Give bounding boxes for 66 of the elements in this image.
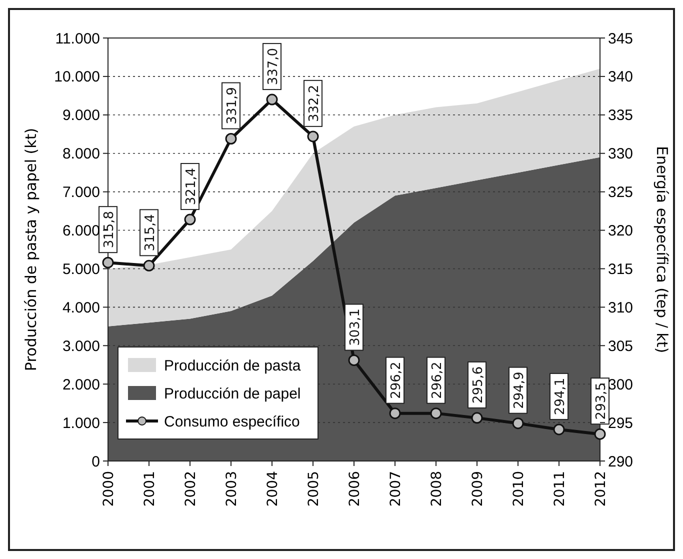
y2-tick-label: 340 — [608, 68, 634, 86]
x-tick-label: 2006 — [347, 470, 363, 507]
point — [512, 418, 524, 430]
y2-axis-title: Energía específica (tep / kt) — [653, 146, 671, 354]
point — [553, 424, 565, 436]
x-tick-label: 2002 — [183, 471, 199, 507]
point — [430, 408, 442, 420]
y2-tick-label: 345 — [608, 30, 634, 48]
point — [471, 412, 483, 424]
x-tick-label: 2009 — [470, 471, 486, 507]
x-tick-label: 2012 — [593, 471, 609, 507]
legend-label: Producción de papel — [164, 385, 301, 402]
y-tick-label: 4.000 — [62, 299, 100, 316]
y2-tick-label: 290 — [608, 453, 634, 470]
x-tick-label: 2005 — [306, 471, 322, 507]
y2-tick-label: 315 — [608, 260, 634, 278]
y-tick-label: 5.000 — [62, 260, 100, 278]
point — [307, 130, 319, 142]
data-label: 293,5 — [594, 382, 609, 420]
x-tick-label: 2008 — [429, 471, 445, 507]
y-tick-label: 3.000 — [62, 338, 100, 355]
y-tick-label: 8.000 — [62, 146, 100, 163]
y-tick-label: 9.000 — [62, 107, 100, 124]
y2-tick-label: 325 — [608, 184, 634, 202]
x-tick-label: 2011 — [552, 471, 568, 507]
legend-label: Consumo específico — [164, 413, 300, 430]
point — [348, 354, 360, 366]
y-tick-label: 11.000 — [55, 30, 100, 48]
data-label: 296,2 — [389, 362, 404, 399]
data-label: 294,9 — [512, 372, 527, 409]
data-label: 296,2 — [430, 362, 445, 399]
data-label: 321,4 — [184, 168, 199, 206]
legend-label: Producción de pasta — [164, 357, 302, 374]
y2-tick-label: 310 — [608, 299, 634, 316]
x-tick-label: 2004 — [265, 470, 281, 507]
data-label: 331,9 — [225, 87, 240, 124]
point — [225, 133, 237, 144]
y-tick-label: 2.000 — [62, 376, 100, 394]
y-tick-label: 1.000 — [62, 414, 100, 432]
point — [184, 214, 196, 226]
data-label: 337,0 — [266, 48, 281, 86]
y-axis-title: Producción de pasta y papel (kt) — [22, 128, 40, 372]
y2-tick-label: 295 — [608, 414, 634, 432]
data-label: 303,1 — [348, 308, 363, 346]
y-tick-label: 0 — [92, 453, 100, 470]
y2-tick-label: 305 — [608, 338, 634, 355]
x-tick-label: 2003 — [224, 471, 240, 507]
x-tick-label: 2010 — [511, 471, 527, 507]
point — [102, 256, 114, 268]
point — [143, 260, 155, 272]
point — [389, 408, 401, 420]
y2-tick-label: 330 — [608, 146, 634, 163]
data-label: 294,1 — [553, 378, 568, 416]
y2-tick-label: 320 — [608, 222, 634, 240]
point — [594, 428, 606, 440]
y-tick-label: 7.000 — [62, 184, 100, 202]
x-tick-label: 2001 — [142, 471, 158, 507]
data-label: 295,6 — [471, 366, 486, 404]
point — [266, 94, 278, 106]
x-tick-label: 2000 — [101, 471, 117, 507]
y-tick-label: 10.000 — [54, 68, 100, 86]
data-label: 315,8 — [102, 210, 117, 248]
data-label: 332,2 — [307, 84, 322, 122]
y2-tick-label: 335 — [608, 107, 634, 124]
x-tick-label: 2007 — [388, 471, 404, 507]
data-label: 315,4 — [143, 214, 158, 252]
